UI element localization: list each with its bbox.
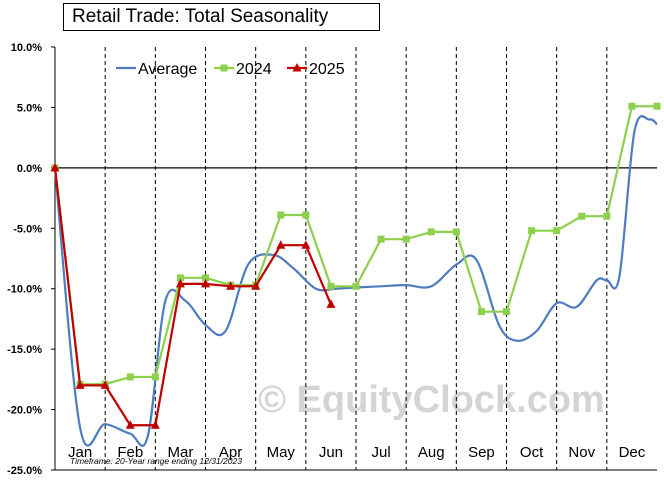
x-tick-label: Dec [619, 444, 646, 461]
watermark: © EquityClock.com [258, 379, 605, 421]
x-tick-label: Nov [568, 444, 595, 461]
data-point-2024 [202, 274, 209, 282]
y-tick-label: -10.0% [7, 284, 42, 296]
legend-marker-2025 [292, 63, 302, 72]
data-point-2025 [100, 380, 110, 389]
data-point-2024 [427, 228, 435, 236]
y-tick-label: 5.0% [17, 102, 42, 114]
data-point-2024 [578, 212, 586, 220]
x-tick-label: Jan [68, 444, 92, 461]
series-line-2025 [53, 167, 332, 427]
data-point-2025 [75, 380, 85, 389]
data-point-2024 [302, 211, 310, 219]
chart-title: Retail Trade: Total Seasonality [63, 3, 380, 31]
series-line-average [53, 115, 658, 447]
data-point-2024 [503, 308, 510, 316]
data-point-2024 [477, 308, 485, 316]
data-point-2025 [251, 281, 261, 290]
data-point-2024 [603, 212, 611, 220]
x-tick-label: May [267, 444, 296, 461]
data-point-2025 [175, 278, 185, 288]
x-tick-label: Mar [167, 444, 193, 461]
data-point-2024 [352, 282, 360, 290]
x-tick-label: Aug [418, 444, 445, 461]
y-tick-label: -5.0% [13, 223, 42, 235]
y-tick-label: -25.0% [7, 465, 42, 477]
data-point-2025 [50, 162, 60, 172]
data-point-2024 [628, 102, 636, 110]
y-tick-label: -20.0% [7, 405, 42, 417]
y-tick-label: -15.0% [7, 344, 42, 356]
legend-label-2024: 2024 [236, 61, 272, 78]
x-tick-label: Oct [520, 444, 544, 461]
x-tick-label: Jun [319, 444, 343, 461]
data-point-2024 [653, 102, 661, 110]
data-point-2024 [126, 373, 134, 381]
data-point-2025 [150, 420, 160, 429]
x-tick-label: Sep [468, 444, 495, 461]
data-point-2025 [301, 240, 311, 249]
data-point-2025 [125, 420, 135, 429]
data-point-2024 [277, 211, 285, 219]
data-point-2024 [377, 235, 385, 243]
x-tick-label: Feb [117, 444, 143, 461]
x-tick-label: Apr [219, 444, 242, 461]
data-point-2024 [528, 227, 536, 235]
data-point-2024 [151, 373, 159, 381]
data-point-2025 [226, 281, 236, 290]
data-point-2025 [326, 299, 336, 308]
legend-label-2025: 2025 [309, 61, 345, 78]
data-point-2025 [201, 278, 210, 288]
x-tick-label: Jul [371, 444, 390, 461]
data-point-2024 [176, 274, 184, 282]
y-tick-label: 0.0% [17, 163, 42, 175]
data-point-2024 [553, 227, 561, 235]
timeframe-footnote: Timeframe: 20-Year range ending 12/31/20… [70, 456, 242, 466]
data-point-2024 [402, 235, 410, 243]
y-tick-label: 10.0% [11, 42, 42, 54]
data-point-2025 [276, 240, 286, 249]
legend-marker-2024 [220, 64, 228, 72]
data-point-2024 [452, 228, 460, 236]
legend-label-average: Average [138, 61, 197, 78]
data-point-2024 [327, 282, 335, 290]
